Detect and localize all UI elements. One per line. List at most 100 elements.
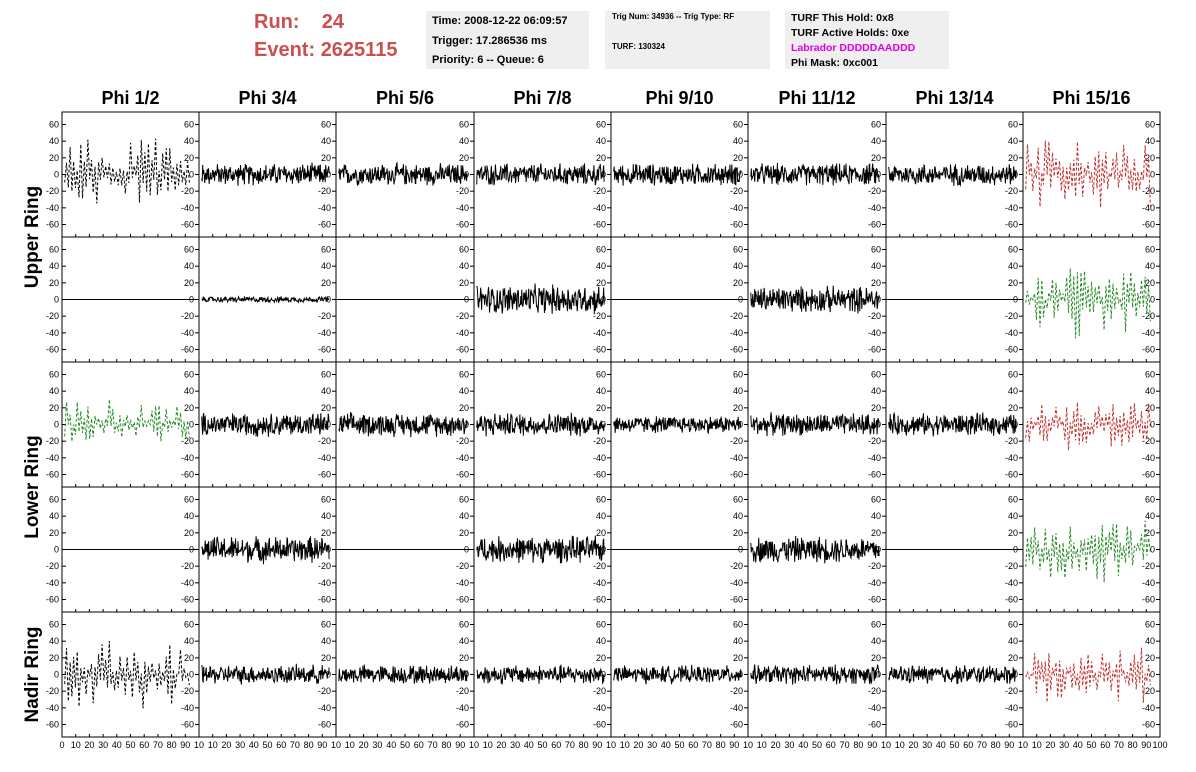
y-tick-label: 0 bbox=[54, 545, 59, 555]
y-tick-label: 40 bbox=[1008, 511, 1018, 521]
x-tick-label: 60 bbox=[414, 740, 424, 750]
y-tick-label: -20 bbox=[181, 311, 194, 321]
y-tick-label: -40 bbox=[593, 703, 606, 713]
y-tick-label: -40 bbox=[1005, 328, 1018, 338]
y-tick-label: 60 bbox=[871, 245, 881, 255]
y-tick-label: 20 bbox=[871, 153, 881, 163]
x-tick-label: 60 bbox=[688, 740, 698, 750]
waveform-trace bbox=[476, 163, 605, 186]
y-tick-label: 40 bbox=[459, 136, 469, 146]
y-tick-label: -60 bbox=[46, 720, 59, 730]
waveform-trace bbox=[64, 640, 190, 709]
y-tick-label: 60 bbox=[321, 495, 331, 505]
y-tick-label: -20 bbox=[1142, 686, 1155, 696]
y-tick-label: -40 bbox=[593, 453, 606, 463]
y-tick-label: 60 bbox=[1008, 495, 1018, 505]
y-tick-label: 20 bbox=[1145, 278, 1155, 288]
y-tick-label: -20 bbox=[730, 186, 743, 196]
y-tick-label: 40 bbox=[49, 261, 59, 271]
turf-text: TURF: 130324 bbox=[612, 42, 665, 51]
x-tick-label: 60 bbox=[1100, 740, 1110, 750]
y-tick-label: 20 bbox=[459, 528, 469, 538]
x-tick-label: 100 bbox=[1152, 740, 1167, 750]
x-tick-label: 60 bbox=[963, 740, 973, 750]
y-tick-label: -20 bbox=[730, 436, 743, 446]
y-tick-label: 0 bbox=[1150, 170, 1155, 180]
y-tick-label: 40 bbox=[459, 636, 469, 646]
x-tick-label: 90 bbox=[729, 740, 739, 750]
y-tick-label: -40 bbox=[593, 578, 606, 588]
y-tick-label: 20 bbox=[184, 528, 194, 538]
y-tick-label: -40 bbox=[1005, 453, 1018, 463]
waveform-trace bbox=[750, 412, 880, 437]
x-tick-label: 90 bbox=[1004, 740, 1014, 750]
y-tick-label: -60 bbox=[46, 220, 59, 230]
y-tick-label: -20 bbox=[1142, 436, 1155, 446]
y-tick-label: -60 bbox=[181, 595, 194, 605]
waveform-trace bbox=[476, 412, 605, 437]
y-tick-label: -20 bbox=[1005, 561, 1018, 571]
y-tick-label: 40 bbox=[1008, 636, 1018, 646]
y-tick-label: 0 bbox=[189, 670, 194, 680]
x-tick-label: 40 bbox=[112, 740, 122, 750]
y-tick-label: 60 bbox=[596, 495, 606, 505]
y-tick-label: 40 bbox=[1145, 386, 1155, 396]
y-tick-label: -20 bbox=[181, 186, 194, 196]
y-tick-label: 60 bbox=[459, 120, 469, 130]
y-tick-label: 40 bbox=[459, 261, 469, 271]
y-tick-label: 0 bbox=[1150, 420, 1155, 430]
waveform-trace bbox=[1025, 268, 1151, 339]
y-tick-label: -60 bbox=[1142, 220, 1155, 230]
y-tick-label: -40 bbox=[1142, 203, 1155, 213]
y-tick-label: -20 bbox=[1142, 186, 1155, 196]
y-tick-label: 40 bbox=[49, 636, 59, 646]
column-title: Phi 5/6 bbox=[376, 88, 434, 108]
y-tick-label: -40 bbox=[46, 328, 59, 338]
y-tick-label: 60 bbox=[1008, 120, 1018, 130]
y-tick-label: -20 bbox=[593, 311, 606, 321]
y-tick-label: -40 bbox=[868, 453, 881, 463]
x-tick-label: 10 bbox=[757, 740, 767, 750]
y-tick-label: 60 bbox=[1145, 620, 1155, 630]
y-tick-label: -40 bbox=[46, 578, 59, 588]
y-tick-label: 20 bbox=[596, 528, 606, 538]
y-tick-label: 40 bbox=[596, 636, 606, 646]
y-tick-label: -60 bbox=[456, 220, 469, 230]
y-tick-label: 60 bbox=[1008, 245, 1018, 255]
y-tick-label: 20 bbox=[321, 278, 331, 288]
x-tick-label: 80 bbox=[579, 740, 589, 750]
y-tick-label: -20 bbox=[593, 436, 606, 446]
x-tick-label: 70 bbox=[153, 740, 163, 750]
y-tick-label: 40 bbox=[184, 386, 194, 396]
y-tick-label: -60 bbox=[1005, 720, 1018, 730]
y-tick-label: 0 bbox=[54, 170, 59, 180]
y-tick-label: -60 bbox=[181, 720, 194, 730]
y-tick-label: 20 bbox=[49, 653, 59, 663]
y-tick-label: 0 bbox=[54, 670, 59, 680]
y-tick-label: -60 bbox=[593, 220, 606, 230]
y-tick-label: 60 bbox=[184, 370, 194, 380]
x-tick-label: 40 bbox=[661, 740, 671, 750]
x-tick-label: 80 bbox=[716, 740, 726, 750]
y-tick-label: 20 bbox=[184, 403, 194, 413]
y-tick-label: -40 bbox=[456, 578, 469, 588]
x-tick-label: 10 bbox=[1032, 740, 1042, 750]
y-tick-label: -20 bbox=[181, 436, 194, 446]
waveform-trace bbox=[338, 411, 468, 438]
y-tick-label: 40 bbox=[733, 386, 743, 396]
panel-frame bbox=[61, 111, 200, 238]
y-tick-label: -40 bbox=[46, 703, 59, 713]
y-tick-label: 60 bbox=[184, 495, 194, 505]
x-tick-label: 10 bbox=[483, 740, 493, 750]
y-tick-label: 20 bbox=[1008, 403, 1018, 413]
y-tick-label: -60 bbox=[318, 220, 331, 230]
turf-info-box: TURF This Hold: 0x8 TURF Active Holds: 0… bbox=[785, 11, 949, 69]
y-tick-label: 0 bbox=[54, 295, 59, 305]
x-tick-label: 40 bbox=[249, 740, 259, 750]
x-tick-label: 80 bbox=[853, 740, 863, 750]
x-tick-label: 10 bbox=[606, 740, 616, 750]
turf-active-holds-text: TURF Active Holds: 0xe bbox=[791, 27, 910, 39]
y-tick-label: -60 bbox=[181, 345, 194, 355]
y-tick-label: 20 bbox=[596, 278, 606, 288]
x-tick-label: 50 bbox=[674, 740, 684, 750]
